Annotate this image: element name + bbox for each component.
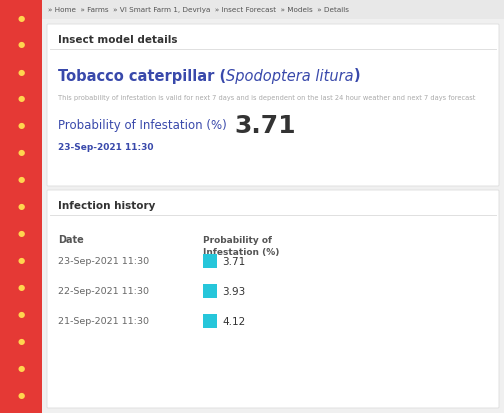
Text: Probability of
Infestation (%): Probability of Infestation (%) (203, 235, 279, 256)
Text: ●: ● (17, 121, 25, 130)
Text: Spodoptera litura: Spodoptera litura (226, 68, 354, 83)
Text: ●: ● (17, 40, 25, 50)
Text: 3.71: 3.71 (234, 114, 296, 138)
Text: Insect model details: Insect model details (58, 35, 177, 45)
Text: ●: ● (17, 229, 25, 238)
Text: 22-Sep-2021 11:30: 22-Sep-2021 11:30 (58, 287, 149, 296)
Text: ): ) (354, 68, 360, 83)
Bar (203, 254, 217, 268)
Text: 3.93: 3.93 (222, 286, 245, 296)
Text: 3.71: 3.71 (222, 256, 245, 266)
Text: ●: ● (17, 310, 25, 319)
Text: ●: ● (17, 337, 25, 346)
Text: 4.12: 4.12 (222, 316, 245, 326)
Text: ●: ● (17, 283, 25, 292)
FancyBboxPatch shape (47, 25, 499, 187)
Text: ●: ● (17, 14, 25, 22)
Text: ●: ● (17, 94, 25, 103)
Bar (0, 0, 42, 413)
Text: Date: Date (58, 235, 84, 244)
Bar (203, 314, 217, 328)
Text: ●: ● (17, 363, 25, 373)
Bar (42, 0, 504, 20)
Text: ●: ● (17, 391, 25, 399)
Text: Infection history: Infection history (58, 201, 155, 211)
Text: 23-Sep-2021 11:30: 23-Sep-2021 11:30 (58, 143, 154, 152)
Text: ●: ● (17, 67, 25, 76)
Text: ●: ● (17, 256, 25, 265)
Text: ●: ● (17, 202, 25, 211)
Text: ●: ● (17, 148, 25, 157)
Text: 21-Sep-2021 11:30: 21-Sep-2021 11:30 (58, 317, 149, 326)
Bar (203, 284, 217, 298)
Text: Probability of Infestation (%): Probability of Infestation (%) (58, 119, 230, 132)
FancyBboxPatch shape (47, 190, 499, 408)
Text: This probability of infestation is valid for next 7 days and is dependent on the: This probability of infestation is valid… (58, 95, 475, 101)
Text: 23-Sep-2021 11:30: 23-Sep-2021 11:30 (58, 257, 149, 266)
Text: Tobacco caterpillar (: Tobacco caterpillar ( (58, 68, 226, 83)
Text: ●: ● (17, 175, 25, 184)
Text: » Home  » Farms  » VI Smart Farm 1, Devriya  » Insect Forecast  » Models  » Deta: » Home » Farms » VI Smart Farm 1, Devriy… (48, 7, 349, 13)
